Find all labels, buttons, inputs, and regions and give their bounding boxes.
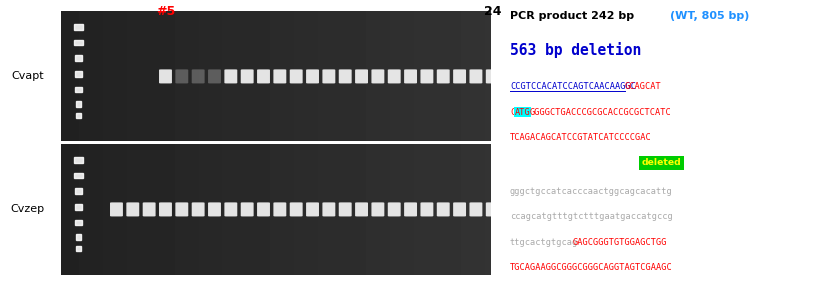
Bar xyxy=(75,173,83,179)
Text: PCR product 242 bp: PCR product 242 bp xyxy=(510,11,638,21)
FancyBboxPatch shape xyxy=(290,69,303,83)
FancyBboxPatch shape xyxy=(453,69,466,83)
FancyBboxPatch shape xyxy=(437,69,450,83)
FancyBboxPatch shape xyxy=(486,202,499,216)
FancyBboxPatch shape xyxy=(420,202,433,216)
Text: TGCAGAAGGCGGGCGGGCAGGTAGTCGAAGC: TGCAGAAGGCGGGCGGGCAGGTAGTCGAAGC xyxy=(510,263,672,272)
Bar xyxy=(76,234,81,240)
Text: Cvapt: Cvapt xyxy=(11,71,44,82)
Bar xyxy=(76,113,81,118)
FancyBboxPatch shape xyxy=(306,202,319,216)
FancyBboxPatch shape xyxy=(372,202,384,216)
FancyBboxPatch shape xyxy=(355,202,368,216)
Text: 24: 24 xyxy=(483,5,501,18)
FancyBboxPatch shape xyxy=(469,202,482,216)
FancyBboxPatch shape xyxy=(404,202,417,216)
FancyBboxPatch shape xyxy=(306,69,319,83)
FancyBboxPatch shape xyxy=(453,202,466,216)
FancyBboxPatch shape xyxy=(110,202,123,216)
FancyBboxPatch shape xyxy=(486,69,499,83)
Bar xyxy=(75,71,82,77)
Bar xyxy=(75,40,83,46)
FancyBboxPatch shape xyxy=(420,69,433,83)
FancyBboxPatch shape xyxy=(274,202,287,216)
Text: TCAGACAGCATCCGTATCATCCCCGAC: TCAGACAGCATCCGTATCATCCCCGAC xyxy=(510,133,652,142)
Text: deleted: deleted xyxy=(641,158,681,168)
FancyBboxPatch shape xyxy=(126,202,139,216)
FancyBboxPatch shape xyxy=(175,202,188,216)
FancyBboxPatch shape xyxy=(192,202,205,216)
FancyBboxPatch shape xyxy=(257,202,270,216)
FancyBboxPatch shape xyxy=(502,69,515,83)
FancyBboxPatch shape xyxy=(257,69,270,83)
FancyBboxPatch shape xyxy=(159,69,172,83)
FancyBboxPatch shape xyxy=(208,69,221,83)
FancyBboxPatch shape xyxy=(175,69,188,83)
FancyBboxPatch shape xyxy=(224,69,238,83)
Text: 563 bp deletion: 563 bp deletion xyxy=(510,42,641,59)
FancyBboxPatch shape xyxy=(224,202,238,216)
FancyBboxPatch shape xyxy=(323,202,335,216)
FancyBboxPatch shape xyxy=(404,69,417,83)
FancyBboxPatch shape xyxy=(372,69,384,83)
Text: Cvzep: Cvzep xyxy=(10,204,44,215)
Bar xyxy=(76,101,81,107)
Bar xyxy=(76,246,81,251)
FancyBboxPatch shape xyxy=(208,202,221,216)
Text: gggctgccatcacccaactggcagcacattg: gggctgccatcacccaactggcagcacattg xyxy=(510,187,672,196)
Bar xyxy=(74,157,84,163)
FancyBboxPatch shape xyxy=(339,69,351,83)
FancyBboxPatch shape xyxy=(290,202,303,216)
FancyBboxPatch shape xyxy=(339,202,351,216)
Bar xyxy=(74,24,84,30)
FancyBboxPatch shape xyxy=(241,202,254,216)
Text: CCGTCCACATCCAGTCAACAAGGC: CCGTCCACATCCAGTCAACAAGGC xyxy=(510,82,636,91)
Text: C: C xyxy=(510,108,515,117)
FancyBboxPatch shape xyxy=(241,69,254,83)
FancyBboxPatch shape xyxy=(274,69,287,83)
Bar xyxy=(75,87,82,92)
FancyBboxPatch shape xyxy=(323,69,335,83)
FancyBboxPatch shape xyxy=(355,69,368,83)
Bar xyxy=(75,188,83,194)
FancyBboxPatch shape xyxy=(192,69,205,83)
Text: GCAGCAT: GCAGCAT xyxy=(625,82,662,91)
Bar xyxy=(75,220,82,225)
Bar xyxy=(75,204,82,210)
FancyBboxPatch shape xyxy=(159,202,172,216)
FancyBboxPatch shape xyxy=(143,202,156,216)
Text: (WT, 805 bp): (WT, 805 bp) xyxy=(670,11,749,21)
Text: ttgcactgtgcag: ttgcactgtgcag xyxy=(510,238,578,247)
Text: ccagcatgtttgtctttgaatgaccatgccg: ccagcatgtttgtctttgaatgaccatgccg xyxy=(510,212,672,221)
FancyBboxPatch shape xyxy=(387,202,400,216)
FancyBboxPatch shape xyxy=(437,202,450,216)
Bar xyxy=(75,55,83,61)
FancyBboxPatch shape xyxy=(469,69,482,83)
Text: ATG: ATG xyxy=(515,108,531,117)
Text: GAGCGGGTGTGGAGCTGG: GAGCGGGTGTGGAGCTGG xyxy=(572,238,667,247)
Text: #5: #5 xyxy=(156,5,175,18)
FancyBboxPatch shape xyxy=(387,69,400,83)
FancyBboxPatch shape xyxy=(502,202,515,216)
Text: GGGGCTGACCCGCGCACCGCGCTCATC: GGGGCTGACCCGCGCACCGCGCTCATC xyxy=(529,108,671,117)
